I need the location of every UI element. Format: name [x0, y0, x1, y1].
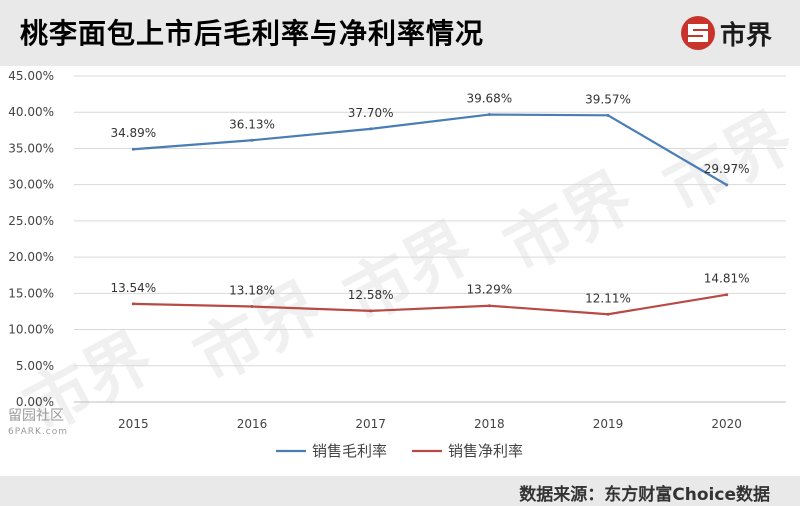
x-tick-label: 2017	[355, 417, 386, 431]
y-tick-label: 15.00%	[8, 286, 54, 300]
x-tick-label: 2018	[474, 417, 505, 431]
site-watermark-line1: 留园社区	[8, 408, 64, 424]
data-label: 12.11%	[585, 291, 631, 305]
data-point	[606, 312, 610, 316]
line-chart: 0.00% 5.00% 10.00% 15.00% 20.00% 25.00% 30.00%…	[8, 69, 786, 460]
data-source-value: 东方财富Choice数据	[604, 485, 770, 505]
data-label: 13.29%	[466, 283, 512, 297]
y-tick-label: 30.00%	[8, 178, 54, 192]
data-point	[725, 293, 729, 297]
data-point	[369, 309, 373, 313]
chart-title: 桃李面包上市后毛利率与净利率情况	[20, 17, 485, 50]
chart-header: 桃李面包上市后毛利率与净利率情况 市界	[0, 0, 800, 66]
legend-label: 销售净利率	[448, 442, 523, 460]
data-point	[487, 113, 491, 117]
series-line	[133, 293, 727, 316]
data-point	[487, 304, 491, 308]
data-point	[131, 147, 135, 151]
data-point	[369, 127, 373, 131]
site-watermark: 留园社区 6PARK.com	[8, 408, 68, 440]
data-source-label: 数据来源：	[519, 485, 605, 505]
series-line	[133, 113, 728, 186]
data-label: 13.18%	[229, 284, 275, 298]
data-label: 39.57%	[585, 92, 631, 106]
plot-background	[0, 66, 800, 476]
data-point	[131, 302, 135, 306]
x-tick-label: 2016	[237, 417, 268, 431]
data-point	[250, 138, 254, 142]
data-label: 39.68%	[466, 92, 512, 106]
data-point	[725, 183, 729, 187]
data-label: 34.89%	[110, 126, 156, 140]
data-label: 37.70%	[348, 106, 394, 120]
y-tick-label: 10.00%	[8, 323, 54, 337]
x-tick-label: 2019	[593, 417, 624, 431]
brand-icon	[680, 16, 715, 50]
footer: 数据来源：东方财富Choice数据	[0, 476, 800, 506]
x-tick-label: 2015	[118, 417, 149, 431]
data-label: 36.13%	[229, 117, 275, 131]
y-tick-label: 25.00%	[8, 214, 54, 228]
brand-name: 市界	[719, 20, 772, 51]
data-label: 14.81%	[704, 272, 750, 286]
brand-logo: 市界	[680, 14, 772, 52]
y-tick-label: 40.00%	[8, 105, 54, 119]
y-tick-label: 20.00%	[8, 250, 54, 264]
y-tick-label: 0.00%	[16, 395, 54, 409]
data-label: 29.97%	[704, 162, 750, 176]
data-label: 12.58%	[348, 288, 394, 302]
y-tick-label: 5.00%	[16, 359, 54, 373]
legend-label: 销售毛利率	[312, 442, 387, 460]
data-point	[250, 305, 254, 309]
data-label: 13.54%	[110, 281, 156, 295]
y-tick-label: 35.00%	[8, 141, 54, 155]
x-tick-label: 2020	[711, 417, 742, 431]
data-point	[606, 113, 610, 117]
data-source: 数据来源：东方财富Choice数据	[519, 480, 770, 505]
y-tick-label: 45.00%	[8, 69, 54, 83]
site-watermark-line2: 6PARK.com	[8, 427, 68, 437]
